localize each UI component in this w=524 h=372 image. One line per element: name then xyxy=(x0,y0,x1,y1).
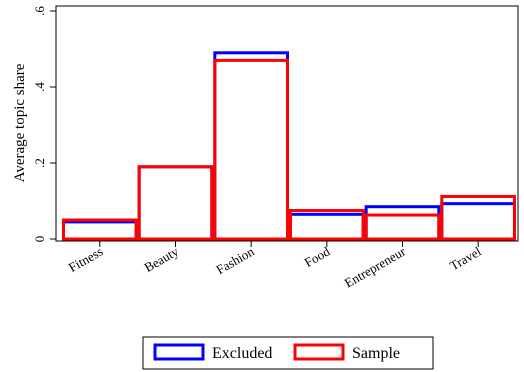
legend-box xyxy=(142,336,434,370)
x-tick-label-beauty: Beauty xyxy=(142,243,182,275)
x-tick-label-food: Food xyxy=(302,243,333,270)
bar-sample-beauty xyxy=(137,165,214,241)
legend-swatch-sample xyxy=(293,343,345,361)
bar-sample-travel xyxy=(440,194,517,241)
y-tick-label-1: .2 xyxy=(32,158,47,168)
x-tick-label-fashion: Fashion xyxy=(214,243,258,277)
y-tick-label-2: .4 xyxy=(32,82,47,92)
x-tick-label-entrepreneur: Entrepreneur xyxy=(342,243,409,290)
bar-sample-entrepreneur xyxy=(364,213,441,241)
x-axis: Fitness Beauty Fashion Food Entrepreneur Trav… xyxy=(66,241,484,291)
y-axis: 0 .2 .4 .6 xyxy=(32,6,56,243)
y-tick-label-3: .6 xyxy=(32,6,47,16)
x-tick-label-travel: Travel xyxy=(447,243,484,273)
bar-sample-food xyxy=(289,209,365,241)
y-tick-label-0: 0 xyxy=(32,236,47,243)
legend-label-sample: Sample xyxy=(352,345,400,362)
bars-group xyxy=(62,51,517,241)
legend-label-excluded: Excluded xyxy=(212,345,272,362)
legend: Excluded Sample xyxy=(142,336,434,370)
bar-sample-fitness xyxy=(62,218,138,241)
x-tick-label-fitness: Fitness xyxy=(66,244,105,275)
bar-sample-fashion xyxy=(213,58,289,241)
y-axis-title: Average topic share xyxy=(12,63,28,182)
legend-swatch-excluded xyxy=(153,343,205,361)
